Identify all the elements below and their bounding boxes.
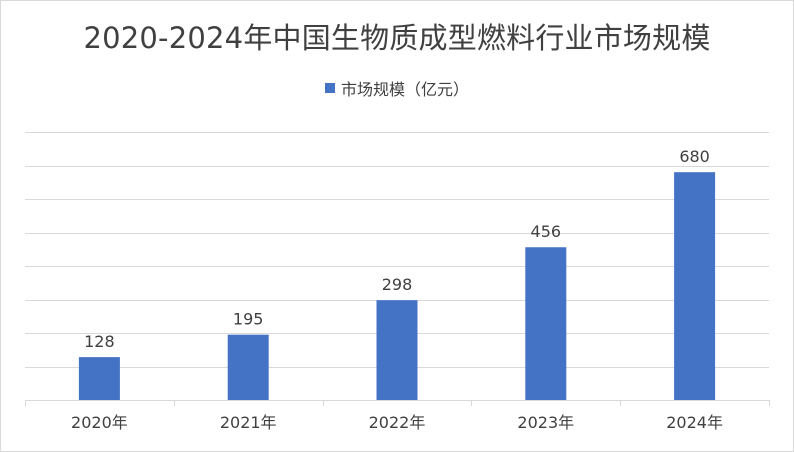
legend-swatch (324, 83, 335, 93)
bar-value-label: 456 (531, 222, 562, 241)
bars (78, 172, 716, 400)
x-tick-label: 2022年 (369, 413, 426, 432)
x-tick-label: 2020年 (71, 413, 128, 432)
bar (78, 357, 120, 400)
bar (525, 247, 567, 400)
x-tick-label: 2021年 (220, 413, 277, 432)
legend-label: 市场规模（亿元） (340, 80, 469, 99)
data-labels: 128 195 298 456 680 (84, 147, 710, 351)
x-axis: 2020年 2021年 2022年 2023年 2024年 (25, 400, 770, 432)
bar (227, 334, 269, 400)
bar (376, 300, 418, 400)
bar-value-label: 128 (84, 332, 115, 351)
chart-title: 2020-2024年中国生物质成型燃料行业市场规模 (83, 21, 711, 55)
chart-legend: 市场规模（亿元） (1, 76, 793, 100)
x-tick-label: 2023年 (517, 413, 574, 432)
bar-value-label: 298 (382, 275, 413, 294)
bar (674, 172, 716, 400)
x-tick-label: 2024年 (666, 413, 723, 432)
bar-value-label: 195 (233, 310, 264, 329)
bar-value-label: 680 (679, 147, 710, 166)
